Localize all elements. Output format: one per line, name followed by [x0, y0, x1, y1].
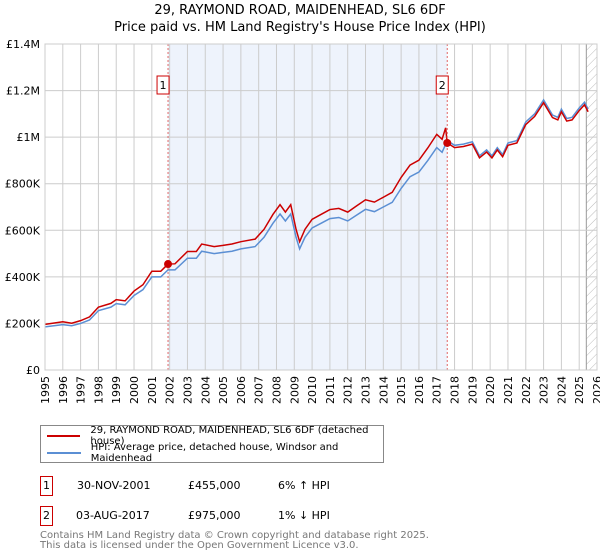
price-chart: 1995 1996 1997 1998 1999 2000 2001 2002 2003 2004…	[5, 38, 600, 404]
x-tick-label: 2017	[431, 376, 444, 404]
series-line	[44, 101, 589, 326]
transaction-hpi: 1% ↓ HPI	[278, 509, 330, 522]
x-tick-label: 2025	[573, 376, 586, 404]
sale-badge	[435, 75, 449, 95]
x-tick-label: 2018	[449, 376, 462, 404]
x-tick-label: 2002	[164, 376, 177, 404]
transaction-badge: 1	[40, 476, 53, 496]
x-tick-label: 2023	[538, 376, 551, 404]
series-line	[44, 98, 589, 328]
x-tick-label: 2021	[502, 376, 515, 404]
transaction-price: £455,000	[188, 479, 241, 492]
x-tick-label: 2019	[466, 376, 479, 404]
y-tick-label: £200K	[5, 317, 41, 330]
legend-blue-line	[47, 452, 81, 454]
sale-point	[443, 138, 452, 147]
x-tick-label: 2000	[128, 376, 141, 404]
x-tick-label: 2020	[484, 376, 497, 404]
legend: 29, RAYMOND ROAD, MAIDENHEAD, SL6 6DF (d…	[40, 425, 384, 464]
plot-border	[44, 43, 598, 371]
x-tick-label: 2011	[324, 376, 337, 404]
forecast-hatch	[586, 44, 597, 370]
x-tick-label: 2026	[591, 376, 600, 404]
chart-title: 29, RAYMOND ROAD, MAIDENHEAD, SL6 6DF	[154, 3, 446, 18]
x-tick-label: 1995	[39, 376, 52, 404]
footer-line: Contains HM Land Registry data © Crown c…	[40, 530, 429, 541]
legend-red-label: 29, RAYMOND ROAD, MAIDENHEAD, SL6 6DF (d…	[90, 425, 369, 447]
x-tick-label: 2009	[288, 376, 301, 404]
transaction-date: 03-AUG-2017	[76, 509, 150, 522]
x-tick-label: 2005	[217, 376, 230, 404]
y-tick-label: £1.2M	[6, 85, 40, 98]
x-tick-label: 2010	[306, 376, 319, 404]
x-tick-label: 2016	[413, 376, 426, 404]
shaded-period	[168, 44, 448, 370]
x-tick-label: 2003	[181, 376, 194, 404]
y-tick-label: £1.4M	[6, 38, 40, 51]
transaction-hpi: 6% ↑ HPI	[278, 479, 330, 492]
transaction-date: 30-NOV-2001	[77, 479, 151, 492]
x-tick-label: 1996	[57, 376, 70, 404]
x-tick-label: 1998	[92, 376, 105, 404]
sale-badge-label: 2	[439, 79, 446, 92]
y-tick-label: £0	[26, 364, 40, 377]
x-tick-label: 1999	[110, 376, 123, 404]
y-tick-label: £1M	[17, 131, 41, 144]
x-tick-label: 2014	[377, 376, 390, 404]
x-tick-label: 2006	[235, 376, 248, 404]
legend-red-line	[47, 435, 81, 437]
sale-badge	[156, 75, 170, 95]
x-tick-label: 2013	[360, 376, 373, 404]
y-tick-label: £400K	[5, 271, 41, 284]
y-tick-label: £600K	[5, 224, 41, 237]
sale-point	[164, 260, 173, 269]
x-tick-label: 2008	[270, 376, 283, 404]
x-tick-label: 2022	[520, 376, 533, 404]
x-tick-label: 2001	[146, 376, 159, 404]
chart-subtitle: Price paid vs. HM Land Registry's House …	[114, 20, 486, 35]
x-tick-label: 1997	[75, 376, 88, 404]
footer-line: This data is licensed under the Open Gov…	[40, 540, 359, 551]
transaction-row: 2 03-AUG-2017 £975,000 1% ↓ HPI	[40, 506, 600, 526]
transaction-badge: 2	[40, 506, 53, 526]
x-tick-label: 2012	[342, 376, 355, 404]
y-tick-label: £800K	[5, 178, 41, 191]
x-tick-label: 2015	[395, 376, 408, 404]
transaction-row: 1 30-NOV-2001 £455,000 6% ↑ HPI	[40, 476, 600, 496]
sale-badge-label: 1	[160, 79, 167, 92]
footer: Contains HM Land Registry data © Crown c…	[40, 531, 429, 551]
x-tick-label: 2004	[199, 376, 212, 404]
x-tick-label: 2024	[555, 376, 568, 404]
transaction-price: £975,000	[188, 509, 241, 522]
x-tick-label: 2007	[253, 376, 266, 404]
legend-blue-label: HPI: Average price, detached house, Wind…	[90, 442, 339, 464]
